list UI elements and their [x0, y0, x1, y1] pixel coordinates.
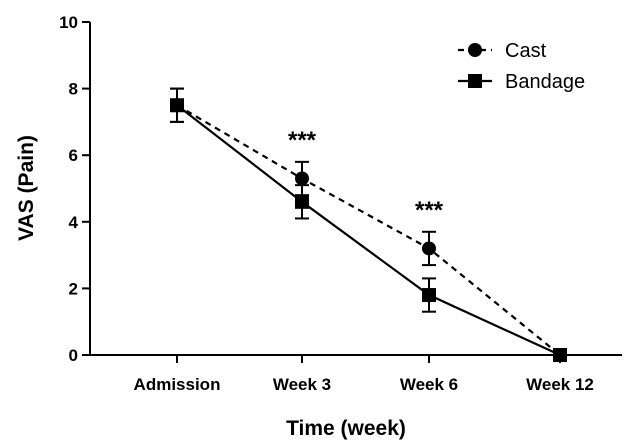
bandage-point	[553, 348, 567, 362]
legend-label-bandage: Bandage	[505, 71, 585, 93]
legend-marker-cast	[468, 43, 482, 57]
cast-line	[176, 104, 561, 356]
legend-item-bandage: Bandage	[458, 71, 585, 93]
cast-point	[422, 241, 436, 256]
y-tick-label: 2	[69, 279, 78, 298]
x-ticks: Admission Week 3 Week 6 Week 12	[134, 355, 594, 394]
y-tick-label: 4	[69, 213, 79, 232]
legend-marker-bandage	[468, 74, 482, 88]
legend: Cast Bandage	[458, 40, 585, 93]
bandage-point	[170, 98, 184, 113]
bandage-point	[422, 288, 436, 303]
y-tick-label: 0	[69, 346, 78, 365]
legend-item-cast: Cast	[458, 40, 547, 62]
y-tick-label: 10	[59, 13, 78, 32]
bandage-series	[170, 87, 567, 362]
x-tick-label: Week 12	[526, 375, 594, 394]
significance-annotation: ***	[288, 127, 317, 154]
x-tick-label: Week 3	[273, 375, 331, 394]
legend-label-cast: Cast	[505, 40, 547, 62]
y-tick-label: 8	[69, 80, 78, 99]
axes	[89, 22, 622, 356]
cast-point	[295, 171, 309, 186]
y-axis-title: VAS (Pain)	[15, 135, 38, 241]
bandage-point	[295, 194, 309, 209]
y-ticks: 0 2 4 6 8 10	[59, 13, 90, 365]
y-tick-label: 6	[69, 146, 78, 165]
bandage-line	[176, 104, 561, 357]
series-layer	[170, 87, 567, 362]
x-tick-label: Admission	[134, 375, 221, 394]
annotation-layer: *** ***	[288, 127, 444, 224]
x-tick-label: Week 6	[400, 375, 458, 394]
cast-series	[170, 87, 567, 362]
x-axis-title: Time (week)	[286, 417, 406, 440]
significance-annotation: ***	[415, 197, 444, 224]
